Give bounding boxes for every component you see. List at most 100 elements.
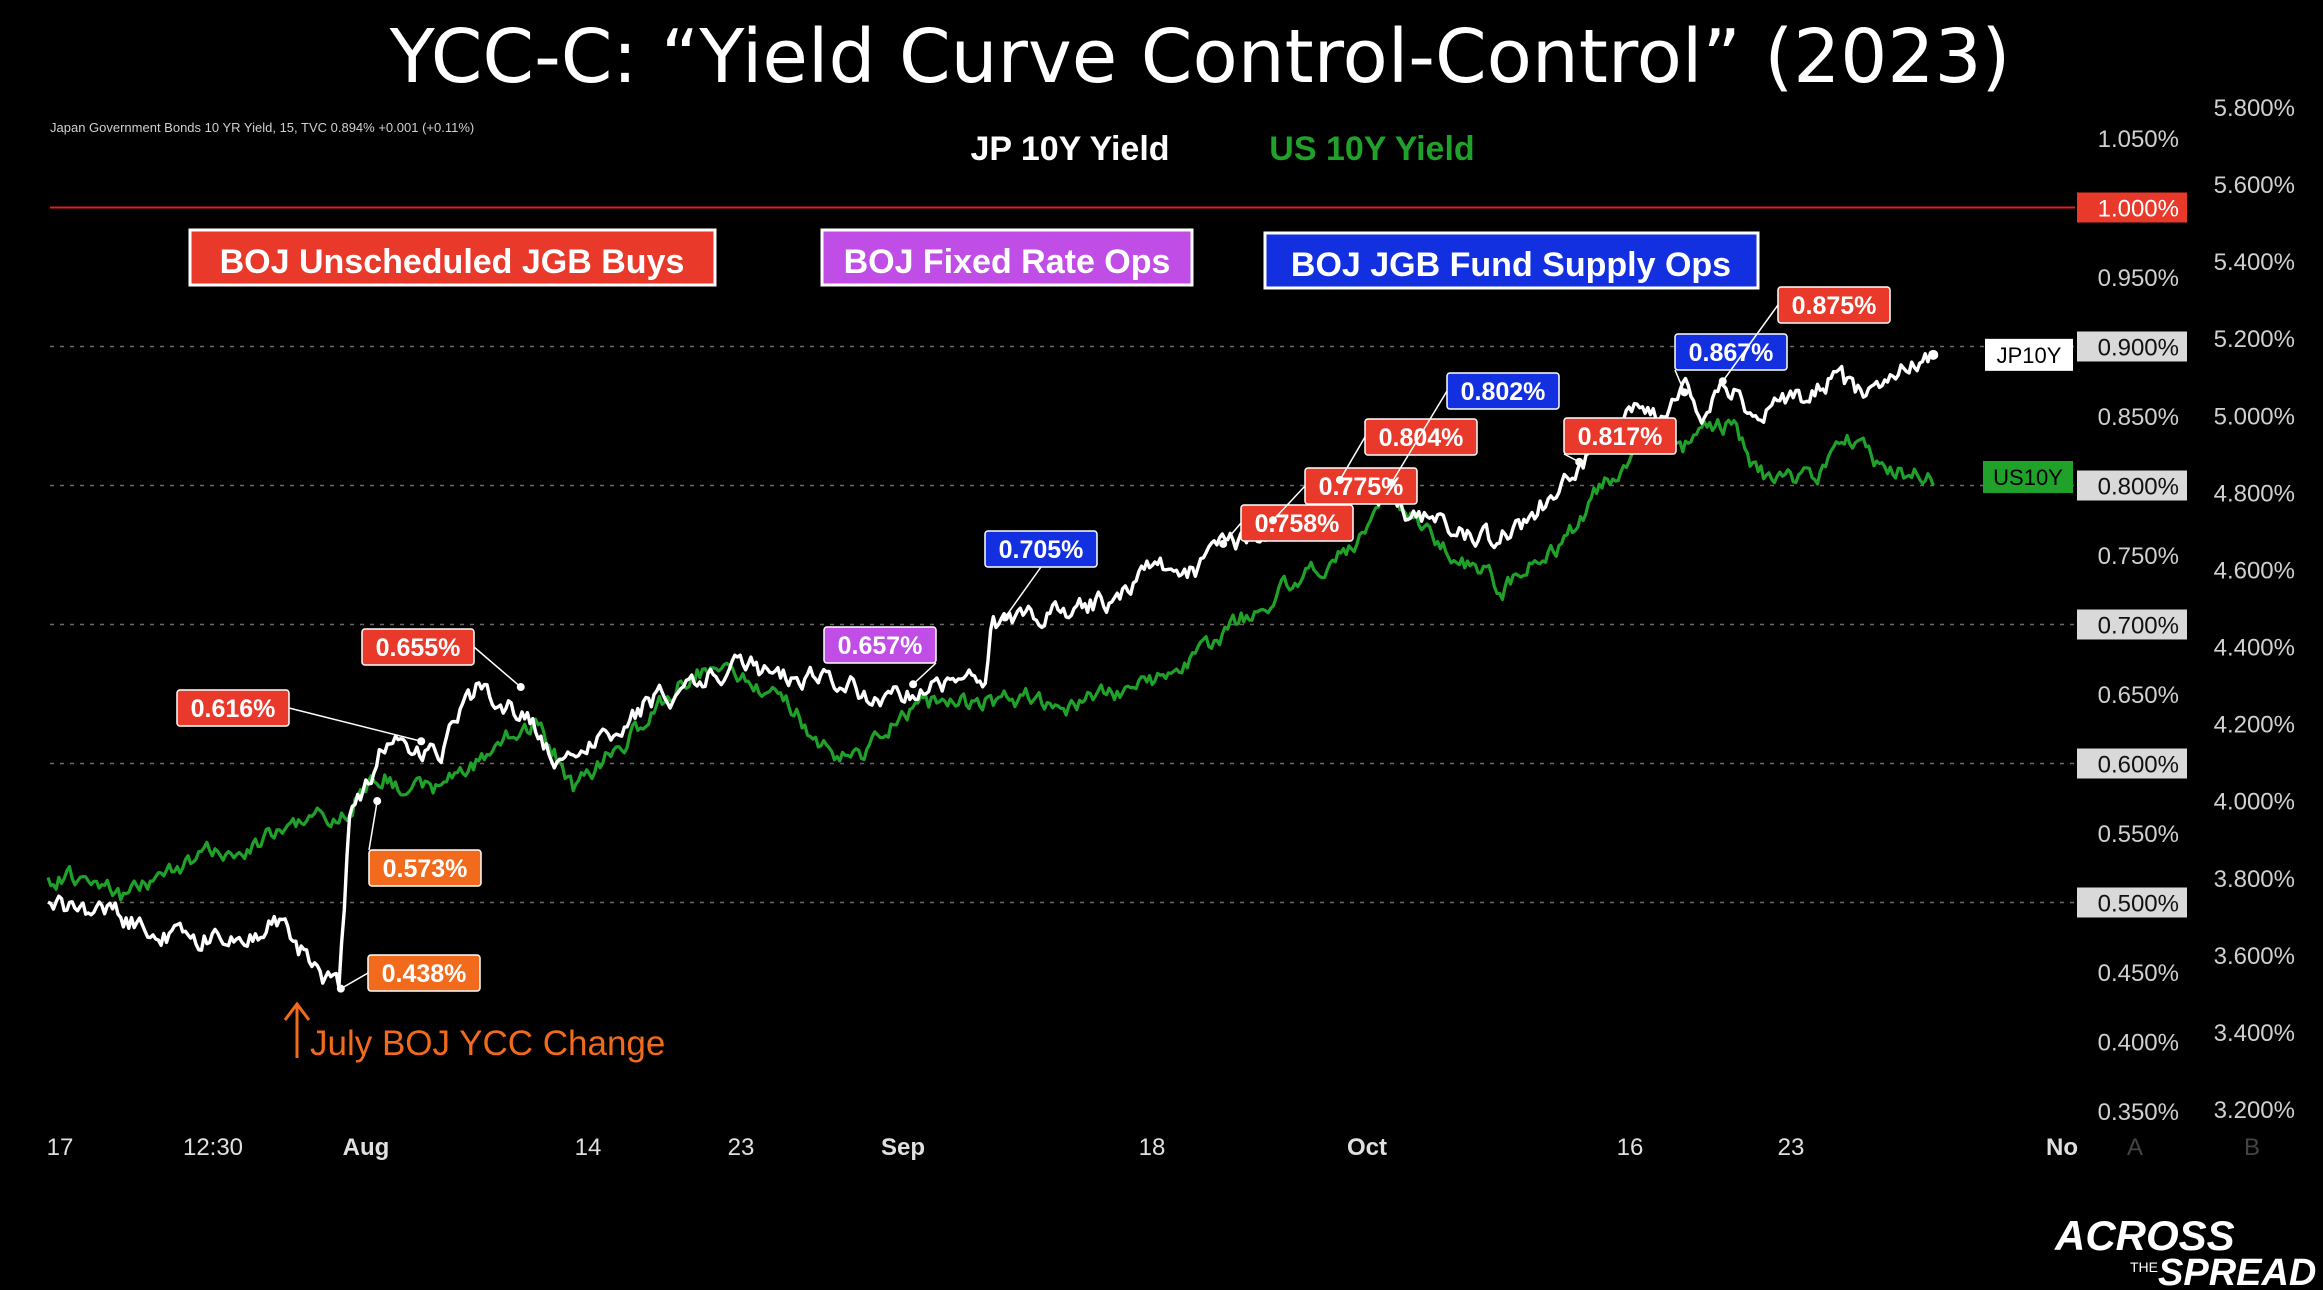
- logo-line3: SPREAD: [2158, 1252, 2316, 1290]
- annotation-connector: [1272, 485, 1306, 521]
- annotation-box: [368, 849, 482, 887]
- left-axis-tick-label: 0.550%: [2098, 821, 2179, 848]
- left-axis-tick-label: 0.600%: [2098, 752, 2179, 779]
- annotation-point: [1575, 457, 1584, 466]
- annotation-box: [1240, 504, 1354, 542]
- left-axis-tick-label: 0.500%: [2098, 891, 2179, 918]
- left-axis-tick-label: 0.350%: [2098, 1099, 2179, 1126]
- left-axis-highlight-box: [2077, 887, 2187, 918]
- right-axis-tick-label: 3.600%: [2214, 943, 2295, 970]
- annotation-box: [1446, 372, 1560, 410]
- x-axis-tick-label: Oct: [1347, 1134, 1387, 1161]
- left-axis-tick-label: 0.900%: [2098, 335, 2179, 362]
- category-box-fixed-rate: BOJ Fixed Rate Ops: [820, 228, 1194, 287]
- annotation-connector: [473, 646, 522, 688]
- jp10y-tag-box: [1985, 338, 2073, 371]
- right-axis-tick-label: 4.400%: [2214, 635, 2295, 662]
- annotations: 0.438% 0.573% 0.616% 0.655% 0.657% 0.705% 0.75…: [176, 286, 1891, 993]
- annotation-point: [516, 683, 525, 692]
- right-axis-tick-label: 5.400%: [2214, 249, 2295, 276]
- annotation-label: 0.616%: [191, 695, 276, 723]
- right-axis-tick-label: 4.600%: [2214, 557, 2295, 584]
- x-axis-tick-label: 14: [575, 1134, 602, 1161]
- us10y-line: [46, 416, 1935, 902]
- logo-line1: ACROSS: [2054, 1212, 2235, 1259]
- x-axis-tick-label: No: [2046, 1134, 2078, 1161]
- logo-line2: THE: [2130, 1259, 2158, 1275]
- jp10y-last-point: [1928, 349, 1939, 360]
- annotation-label: 0.875%: [1792, 292, 1877, 320]
- ycc-change-marker: July BOJ YCC Change: [283, 1001, 665, 1063]
- left-axis-tick-label: 0.450%: [2098, 960, 2179, 987]
- right-axis-tick-label: 3.400%: [2214, 1020, 2295, 1047]
- annotation-connector: [1004, 566, 1042, 618]
- annotation-point: [1335, 475, 1344, 484]
- annotation-label: 0.438%: [382, 960, 467, 988]
- right-axis-tick-label: 5.200%: [2214, 326, 2295, 353]
- left-axis-highlight-box: [2077, 470, 2187, 501]
- annotation-connector: [1390, 390, 1448, 484]
- legend: JP 10Y Yield US 10Y Yield: [970, 130, 1474, 168]
- x-axis-tick-label: A: [2127, 1134, 2143, 1161]
- annotation-connector: [1339, 436, 1366, 481]
- right-axis-tick-label: 5.800%: [2214, 95, 2295, 122]
- us10y-tag-box: [1983, 460, 2073, 493]
- annotation-connector: [1674, 369, 1686, 393]
- annotation-box: [823, 626, 937, 664]
- x-axis-tick-label: 12:30: [183, 1134, 243, 1161]
- x-axis-tick-label: B: [2244, 1134, 2260, 1161]
- x-axis-tick-label: 23: [728, 1134, 755, 1161]
- left-axis-tick-label: 1.050%: [2098, 126, 2179, 153]
- annotation-connector: [1222, 522, 1242, 545]
- annotation-box: [1364, 418, 1478, 456]
- across-the-spread-logo: ACROSS THE SPREAD: [2054, 1212, 2316, 1290]
- category-label-fixed-rate: BOJ Fixed Rate Ops: [844, 243, 1171, 281]
- annotation-box: [1777, 286, 1891, 324]
- left-axis-tick-label: 1.000%: [2098, 196, 2179, 223]
- category-label-unscheduled: BOJ Unscheduled JGB Buys: [220, 243, 685, 281]
- annotation-connector: [340, 972, 369, 990]
- annotation-point: [1268, 516, 1277, 525]
- category-box-unscheduled: BOJ Unscheduled JGB Buys: [188, 228, 717, 287]
- annotation-point: [909, 680, 918, 689]
- annotation-box: [176, 689, 290, 727]
- category-label-fund-supply: BOJ JGB Fund Supply Ops: [1291, 246, 1731, 284]
- annotation-label: 0.775%: [1319, 473, 1404, 501]
- annotation-box: [367, 954, 481, 992]
- x-axis-tick-label: 16: [1617, 1134, 1644, 1161]
- left-axis-tick-label: 0.950%: [2098, 265, 2179, 292]
- left-axis-tick-label: 0.850%: [2098, 404, 2179, 431]
- left-axis-highlight-box: [2077, 748, 2187, 779]
- left-axis-highlight-box: [2077, 192, 2187, 223]
- axes: 1.050% 1.000% 0.950% 0.900% 0.850% 0.800% 0.75…: [47, 95, 2295, 1161]
- annotation-point: [1680, 388, 1689, 397]
- left-axis-highlight-box: [2077, 331, 2187, 362]
- annotation-box: [984, 530, 1098, 568]
- annotation-label: 0.573%: [383, 855, 468, 883]
- category-box-fund-supply: BOJ JGB Fund Supply Ops: [1263, 231, 1760, 290]
- jp10y-tag: JP10Y: [1997, 343, 2062, 368]
- right-axis-tick-label: 5.600%: [2214, 172, 2295, 199]
- right-axis-tick-label: 3.800%: [2214, 866, 2295, 893]
- right-axis-tick-label: 4.200%: [2214, 712, 2295, 739]
- annotation-point: [1001, 613, 1009, 622]
- annotation-label: 0.804%: [1379, 424, 1464, 452]
- ycc-change-label: July BOJ YCC Change: [310, 1024, 665, 1063]
- left-axis-tick-label: 0.750%: [2098, 543, 2179, 570]
- right-axis-tick-label: 4.800%: [2214, 480, 2295, 507]
- left-axis-tick-label: 0.650%: [2098, 682, 2179, 709]
- instrument-info: Japan Government Bonds 10 YR Yield, 15, …: [50, 120, 474, 135]
- right-axis-tick-label: 3.200%: [2214, 1097, 2295, 1124]
- right-axis-tick-label: 4.000%: [2214, 789, 2295, 816]
- annotation-label: 0.758%: [1255, 510, 1340, 538]
- annotation-point: [417, 737, 426, 746]
- category-boxes: BOJ Unscheduled JGB Buys BOJ Fixed Rate …: [188, 228, 1760, 290]
- grid-lines: [50, 206, 2075, 904]
- right-axis-tick-label: 5.000%: [2214, 403, 2295, 430]
- annotation-label: 0.802%: [1461, 378, 1546, 406]
- annotation-connector: [288, 707, 422, 742]
- annotation-point: [1718, 377, 1727, 386]
- annotation-label: 0.817%: [1578, 423, 1663, 451]
- x-axis-tick-label: 17: [47, 1134, 74, 1161]
- left-axis-highlight-box: [2077, 609, 2187, 640]
